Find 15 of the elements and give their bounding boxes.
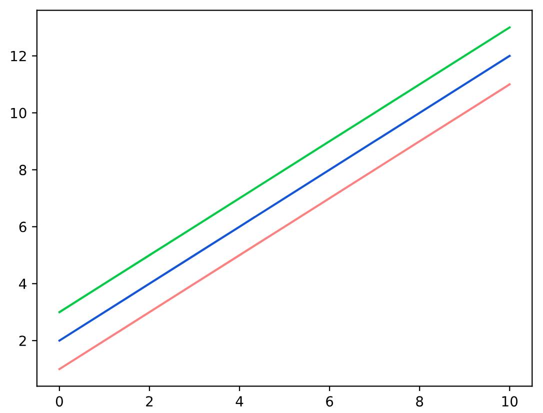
x-tick-label: 10 bbox=[502, 396, 518, 407]
y-tick-label: 6 bbox=[19, 222, 26, 232]
x-tick-label: 6 bbox=[326, 396, 334, 407]
line-series bbox=[58, 26, 511, 314]
x-tick-label: 2 bbox=[146, 396, 152, 406]
y-tick-label: 12 bbox=[11, 50, 26, 62]
y-tick-label: 8 bbox=[19, 164, 26, 176]
x-tick-label: 4 bbox=[236, 396, 244, 406]
x-tick-label: 8 bbox=[416, 396, 424, 407]
x-tick-label: 0 bbox=[56, 396, 63, 407]
y-tick-label: 10 bbox=[11, 108, 26, 118]
line-series bbox=[58, 54, 511, 342]
y-tick-label: 4 bbox=[19, 278, 26, 289]
line-series bbox=[58, 83, 511, 370]
y-tick-label: 2 bbox=[19, 336, 26, 346]
